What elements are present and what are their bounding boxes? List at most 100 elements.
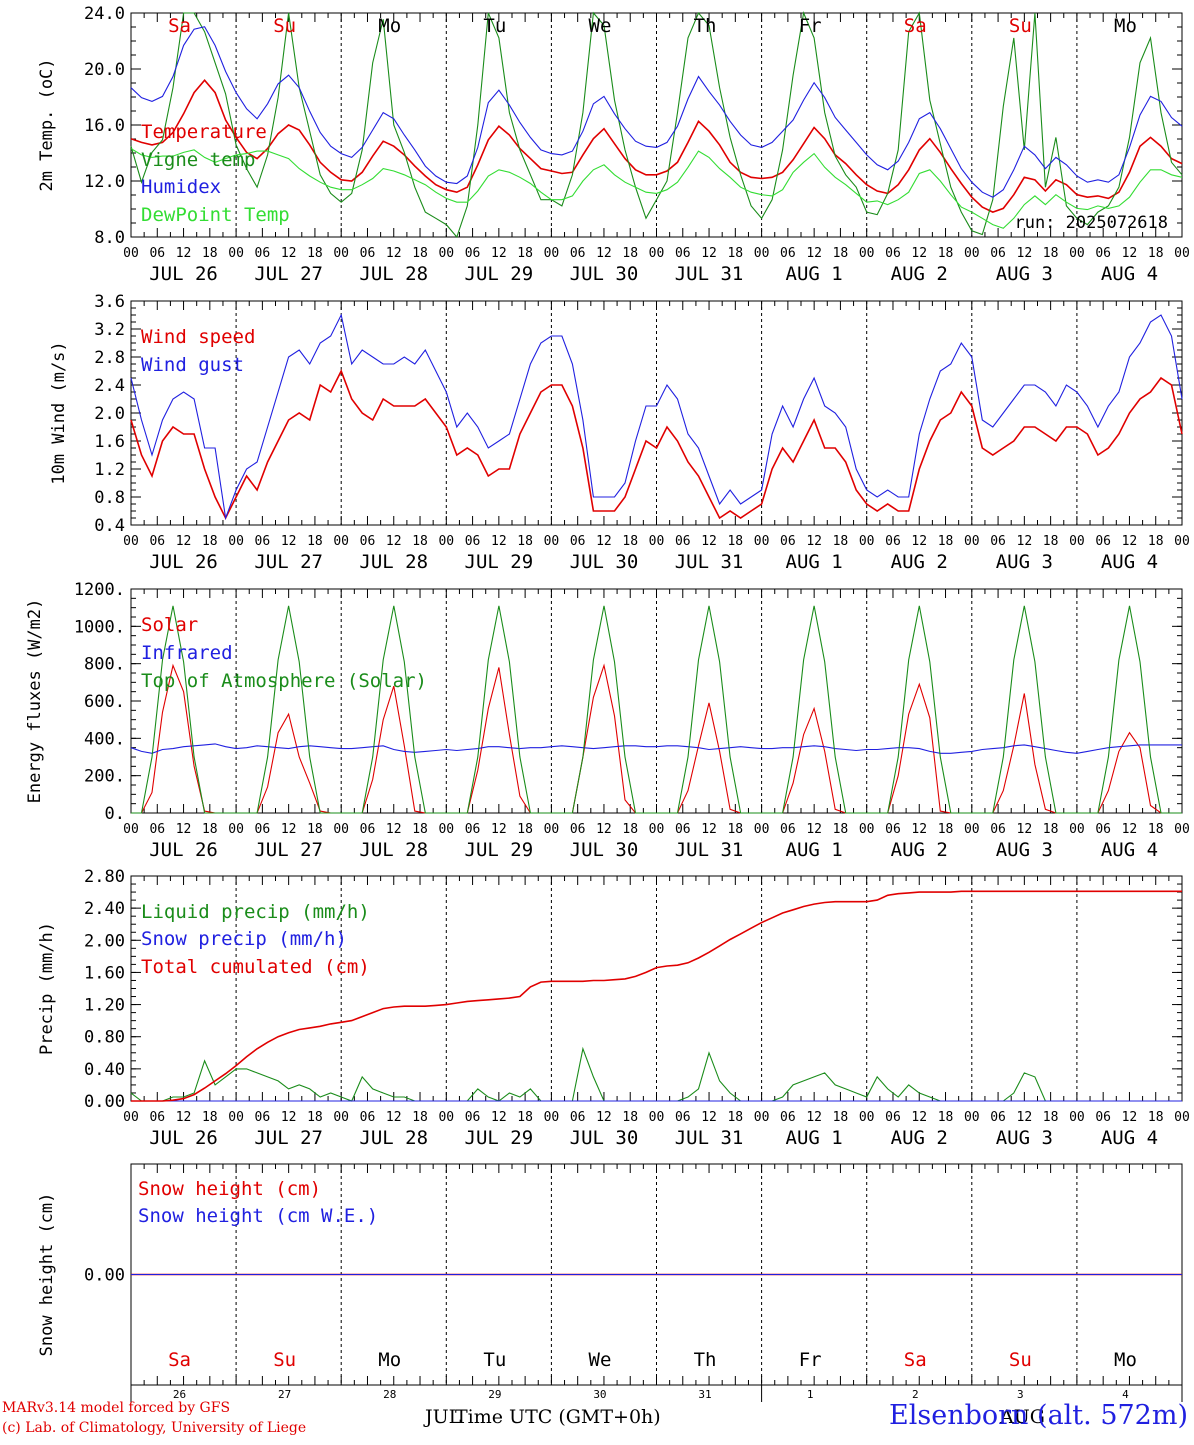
x-hour-label: 12: [806, 1110, 822, 1125]
x-hour-label: 00: [1174, 1110, 1190, 1125]
x-hour-label: 18: [1148, 1110, 1164, 1125]
series-line-total-cumulated-cm-: [131, 890, 1182, 1102]
x-date-label: JUL 26: [149, 551, 218, 573]
plot-frame: [130, 300, 1183, 526]
x-hour-label: 12: [1017, 1110, 1033, 1125]
series-line-vigne-temp: [130, 11, 1183, 239]
x-hour-label: 00: [123, 534, 139, 549]
x-hour-label: 18: [938, 534, 954, 549]
x-hour-label: 06: [149, 822, 165, 837]
x-hour-label: 00: [964, 246, 980, 261]
x-date-label: JUL 26: [149, 263, 218, 285]
day-name-bottom: Su: [273, 1349, 296, 1371]
x-date-label: AUG 3: [996, 551, 1053, 573]
y-tick-label: 200.: [84, 767, 125, 787]
day-number: 30: [593, 1388, 606, 1401]
x-hour-label: 12: [911, 534, 927, 549]
x-hour-label: 00: [123, 1110, 139, 1125]
x-hour-label: 18: [622, 822, 638, 837]
x-hour-label: 00: [1174, 246, 1190, 261]
x-hour-label: 06: [149, 534, 165, 549]
y-tick-label: 24.0: [84, 4, 125, 24]
day-name-top: Sa: [904, 15, 927, 37]
x-hour-label: 00: [1069, 1110, 1085, 1125]
x-hour-label: 12: [1122, 822, 1138, 837]
x-hour-label: 06: [885, 246, 901, 261]
y-tick-label: 0.: [105, 804, 125, 824]
x-hour-label: 18: [727, 1110, 743, 1125]
x-hour-label: 18: [938, 1110, 954, 1125]
day-name-bottom: Th: [694, 1349, 717, 1371]
y-tick-label: 20.0: [84, 60, 125, 80]
legend-entry: Wind speed: [141, 326, 255, 348]
x-hour-label: 18: [412, 246, 428, 261]
y-tick-label: 0.40: [84, 1060, 125, 1080]
x-hour-label: 18: [1043, 534, 1059, 549]
day-number: 4: [1122, 1388, 1129, 1401]
x-date-label: JUL 29: [465, 1127, 534, 1149]
x-date-label: AUG 1: [786, 839, 843, 861]
panel-1: 8.0 12.0 16.0 20.0 24.0 2m Temp. (oC) Temperat…: [37, 4, 1190, 285]
x-hour-label: 06: [885, 534, 901, 549]
x-hour-label: 18: [202, 246, 218, 261]
legend-entry: Humidex: [141, 176, 221, 198]
x-hour-label: 06: [990, 822, 1006, 837]
x-date-label: JUL 26: [149, 1127, 218, 1149]
day-name-top: We: [589, 15, 612, 37]
x-hour-label: 18: [307, 534, 323, 549]
x-hour-label: 00: [544, 1110, 560, 1125]
x-hour-label: 18: [307, 822, 323, 837]
y-tick-label: 1.20: [84, 996, 125, 1016]
legend-entry: Solar: [141, 614, 198, 636]
x-hour-label: 12: [176, 822, 192, 837]
y-tick-label: 0.80: [84, 1028, 125, 1048]
x-hour-label: 06: [570, 246, 586, 261]
x-hour-label: 00: [438, 822, 454, 837]
legend-entry: Snow height (cm W.E.): [138, 1205, 378, 1227]
y-tick-label: 3.2: [94, 320, 125, 340]
panel-5: 0.00 Snow height (cm) Snow height (cm) Snow…: [37, 1163, 1183, 1386]
legend-entry: Vigne temp: [141, 149, 255, 171]
day-number: 31: [698, 1388, 711, 1401]
x-hour-label: 12: [1017, 246, 1033, 261]
y-tick-label: 2.8: [94, 348, 125, 368]
x-hour-label: 18: [833, 1110, 849, 1125]
legend-entry: Liquid precip (mm/h): [141, 901, 370, 923]
y-tick-label: 2.0: [94, 404, 125, 424]
x-hour-label: 12: [176, 1110, 192, 1125]
day-name-top: Tu: [483, 15, 506, 37]
x-hour-label: 00: [964, 534, 980, 549]
x-hour-label: 00: [228, 822, 244, 837]
x-hour-label: 18: [1043, 822, 1059, 837]
x-date-label: AUG 3: [996, 839, 1053, 861]
x-hour-label: 06: [990, 1110, 1006, 1125]
x-hour-label: 06: [570, 1110, 586, 1125]
x-hour-label: 00: [333, 246, 349, 261]
x-hour-label: 06: [360, 246, 376, 261]
x-hour-label: 00: [754, 534, 770, 549]
y-tick-label: 1.6: [94, 432, 125, 452]
x-hour-label: 12: [386, 534, 402, 549]
x-hour-label: 00: [123, 246, 139, 261]
x-hour-label: 00: [228, 1110, 244, 1125]
x-date-label: AUG 1: [786, 263, 843, 285]
y-tick-label: 3.6: [94, 292, 125, 312]
x-date-label: JUL 29: [465, 839, 534, 861]
x-hour-label: 12: [911, 1110, 927, 1125]
y-tick-label: 2.4: [94, 376, 125, 396]
y-tick-label: 0.00: [84, 1266, 125, 1286]
x-hour-label: 12: [176, 246, 192, 261]
x-hour-label: 06: [149, 1110, 165, 1125]
x-hour-label: 00: [649, 822, 665, 837]
x-date-label: JUL 30: [570, 263, 639, 285]
x-axis-title: Time UTC (GMT+0h): [455, 1406, 661, 1428]
x-hour-label: 00: [859, 246, 875, 261]
x-hour-label: 18: [938, 822, 954, 837]
x-hour-label: 00: [859, 534, 875, 549]
x-hour-label: 06: [255, 534, 271, 549]
x-date-label: JUL 30: [570, 1127, 639, 1149]
x-hour-label: 18: [1148, 534, 1164, 549]
x-hour-label: 00: [1069, 534, 1085, 549]
